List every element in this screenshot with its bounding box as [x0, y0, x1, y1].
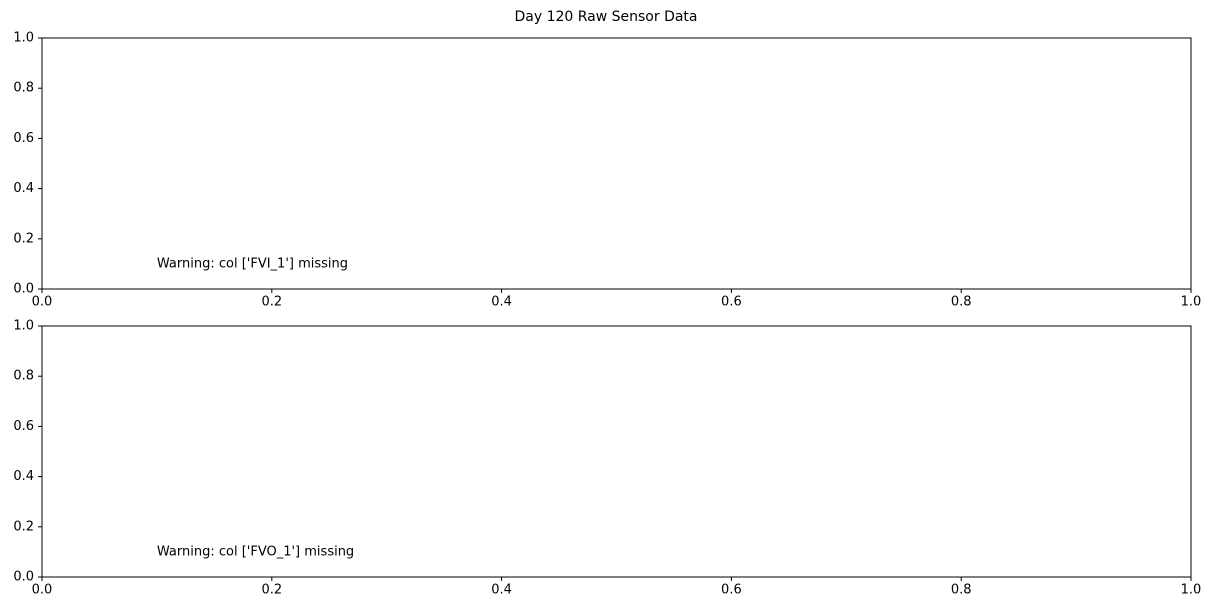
x-tick-label: 0.0 [32, 583, 53, 598]
x-tick-label: 0.4 [491, 583, 512, 598]
y-tick-label: 0.0 [13, 282, 34, 297]
axes-frame [41, 325, 1192, 578]
x-tick-label: 0.8 [951, 295, 972, 310]
y-tick-label: 0.2 [13, 231, 34, 246]
y-tick-label: 0.0 [13, 570, 34, 585]
y-tick-label: 0.2 [13, 519, 34, 534]
x-tick-label: 0.0 [32, 295, 53, 310]
x-tick-label: 0.8 [951, 583, 972, 598]
annotation: Warning: col ['FVI_1'] missing [157, 256, 348, 271]
y-tick-label: 0.8 [13, 81, 34, 96]
figure-title: Day 120 Raw Sensor Data [514, 9, 697, 25]
x-tick-label: 0.6 [721, 583, 742, 598]
y-tick-label: 0.8 [13, 369, 34, 384]
axes-frame [41, 37, 1192, 290]
y-tick-label: 1.0 [13, 31, 34, 46]
x-tick-label: 1.0 [1181, 583, 1202, 598]
y-tick-label: 0.6 [13, 131, 34, 146]
x-tick-label: 0.2 [261, 295, 282, 310]
y-tick-label: 1.0 [13, 319, 34, 334]
annotation: Warning: col ['FVO_1'] missing [157, 544, 354, 559]
x-tick-label: 0.4 [491, 295, 512, 310]
x-tick-label: 0.6 [721, 295, 742, 310]
y-tick-label: 0.6 [13, 419, 34, 434]
x-tick-label: 0.2 [261, 583, 282, 598]
y-tick-label: 0.4 [13, 469, 34, 484]
y-tick-label: 0.4 [13, 181, 34, 196]
x-tick-label: 1.0 [1181, 295, 1202, 310]
